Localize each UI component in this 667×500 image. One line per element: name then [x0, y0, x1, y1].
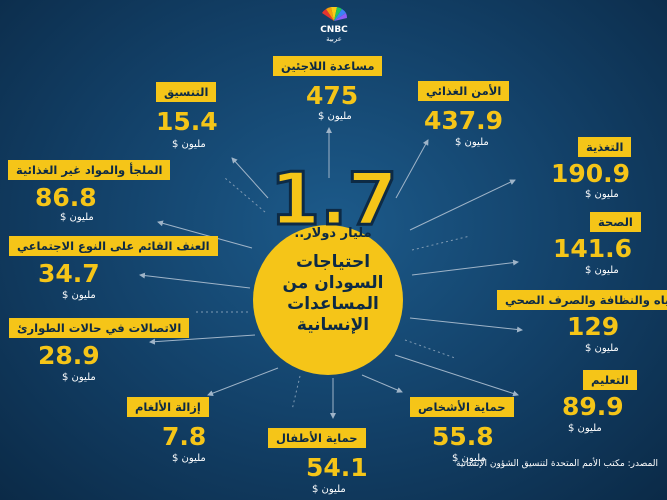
category-unit-health: مليون $ [585, 265, 619, 276]
category-label-food-security: الأمن الغذائي [418, 81, 510, 101]
center-title: احتياجات السودان من المساعدات الإنسانية [258, 252, 408, 336]
category-value-child-protection: 54.1 [306, 453, 368, 482]
category-label-education: التعليم [583, 370, 637, 390]
category-label-refugees: مساعدة اللاجئين [273, 56, 383, 76]
center-circle [253, 225, 403, 375]
category-value-protection: 55.8 [432, 422, 494, 451]
category-unit-wash: مليون $ [585, 343, 619, 354]
peacock-icon [322, 6, 348, 21]
category-value-gbv: 34.7 [38, 259, 100, 288]
total-unit: مليار دولار.. [294, 226, 372, 241]
category-value-emergency-telecom: 28.9 [38, 341, 100, 370]
category-label-health: الصحة [590, 212, 641, 232]
category-value-food-security: 437.9 [424, 106, 504, 135]
category-label-mine-action: إزالة الألغام [127, 397, 209, 417]
category-label-shelter: الملجأ والمواد غير الغذائية [8, 160, 171, 180]
category-value-nutrition: 190.9 [551, 159, 631, 188]
category-unit-emergency-telecom: مليون $ [62, 372, 96, 383]
category-unit-child-protection: مليون $ [312, 484, 346, 495]
center-title-line: السودان من [282, 273, 384, 293]
category-unit-gbv: مليون $ [62, 290, 96, 301]
category-unit-coordination: مليون $ [172, 139, 206, 150]
category-value-shelter: 86.8 [35, 183, 97, 212]
category-label-child-protection: حماية الأطفال [268, 428, 366, 448]
category-unit-nutrition: مليون $ [585, 189, 619, 200]
category-unit-food-security: مليون $ [455, 137, 489, 148]
category-unit-shelter: مليون $ [60, 212, 94, 223]
category-value-health: 141.6 [553, 234, 633, 263]
category-label-coordination: التنسيق [156, 82, 217, 102]
category-label-wash: المياه والنظافة والصرف الصحي [497, 290, 667, 310]
category-unit-protection: مليون $ [452, 453, 486, 464]
category-label-gbv: العنف القائم على النوع الاجتماعي [9, 236, 218, 256]
category-value-refugees: 475 [306, 81, 359, 110]
center-title-line: احتياجات [295, 252, 371, 272]
category-value-wash: 129 [567, 312, 620, 341]
category-unit-education: مليون $ [568, 423, 602, 434]
category-value-mine-action: 7.8 [162, 422, 207, 451]
logo-name: CNBC [320, 25, 348, 35]
source-note: المصدر: مكتب الأمم المتحدة لتنسيق الشؤون… [456, 459, 658, 469]
category-value-coordination: 15.4 [156, 107, 218, 136]
category-label-nutrition: التغذية [578, 137, 632, 157]
center-title-line: المساعدات [287, 294, 379, 314]
category-unit-mine-action: مليون $ [172, 453, 206, 464]
center-title-line: الإنسانية [296, 315, 370, 335]
category-label-protection: حماية الأشخاص [410, 397, 514, 417]
category-unit-refugees: مليون $ [318, 111, 352, 122]
category-label-emergency-telecom: الاتصالات في حالات الطوارئ [9, 318, 190, 338]
cnbc-arabia-logo: CNBC عربية [313, 6, 355, 43]
category-value-education: 89.9 [562, 392, 624, 421]
logo-sub: عربية [326, 35, 342, 43]
total-amount: 1.7 [269, 157, 400, 241]
